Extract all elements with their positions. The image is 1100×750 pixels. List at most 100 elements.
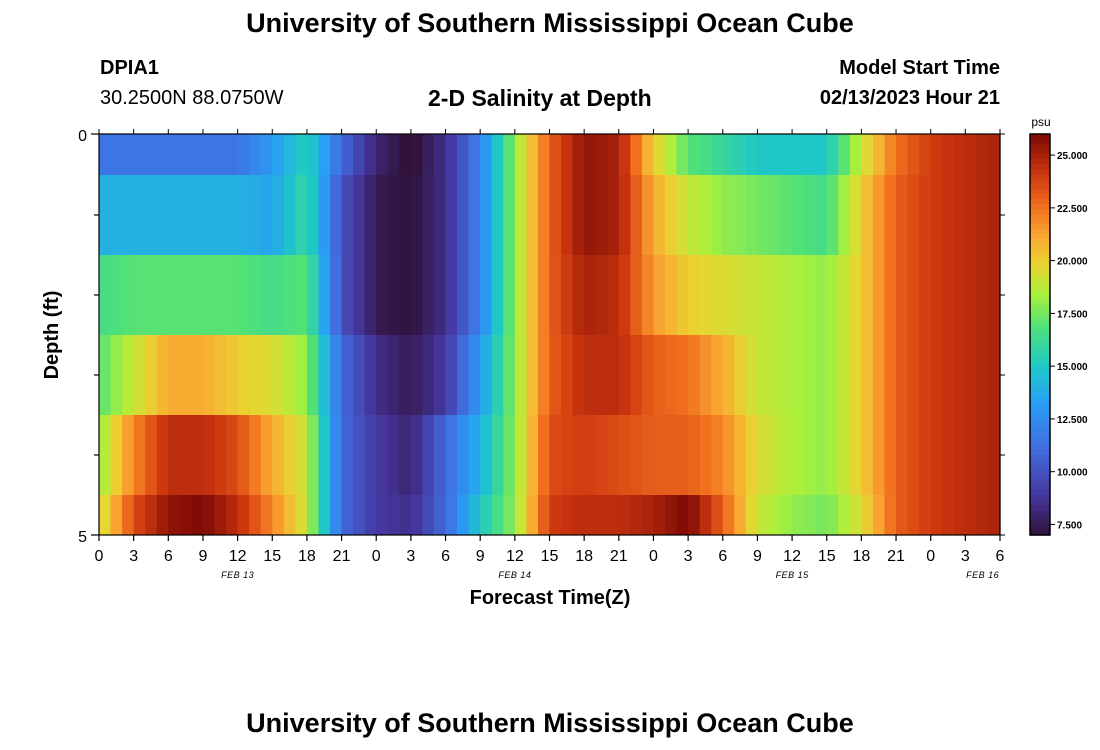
heatmap-cell [896, 415, 909, 495]
heatmap-cell [872, 255, 886, 335]
heatmap-cell [676, 415, 689, 495]
x-tick-label: 12 [506, 548, 524, 565]
heatmap-cell [757, 335, 770, 415]
x-tick-label: 12 [783, 548, 801, 565]
x-tick-label: 6 [164, 548, 173, 565]
heatmap-cell [838, 335, 851, 415]
heatmap-cell [872, 495, 886, 535]
colorbar-segment [1030, 174, 1050, 180]
heatmap-cell [387, 175, 400, 255]
heatmap-cell [226, 335, 239, 415]
heatmap-cell [942, 415, 955, 495]
colorbar-segment [1030, 154, 1050, 160]
heatmap-cell [688, 255, 701, 335]
heatmap-cell [330, 415, 343, 495]
heatmap-cell [445, 495, 458, 535]
x-tick-label: 15 [818, 548, 836, 565]
heatmap-cell [179, 175, 193, 255]
heatmap-cell [364, 415, 377, 495]
heatmap-cell [133, 134, 146, 175]
heatmap-cell [226, 255, 239, 335]
colorbar-frame [1029, 133, 1051, 536]
heatmap-cell [896, 134, 909, 175]
heatmap-cell [214, 255, 227, 335]
heatmap-cell [330, 255, 343, 335]
heatmap-cell [965, 335, 978, 415]
heatmap-cell [295, 175, 308, 255]
heatmap-cell [179, 495, 193, 535]
colorbar-segment [1030, 324, 1050, 331]
heatmap-cell [99, 495, 112, 535]
heatmap-cell [630, 415, 643, 495]
heatmap-cell [618, 335, 631, 415]
heatmap-cell [306, 335, 320, 415]
x-tick-label: 3 [129, 548, 138, 565]
heatmap-cell [930, 335, 943, 415]
heatmap-cell [630, 175, 643, 255]
heatmap-cell [641, 335, 655, 415]
heatmap-cell [757, 415, 770, 495]
heatmap-cell [722, 415, 735, 495]
colorbar-segment [1030, 374, 1050, 381]
heatmap-cell [399, 134, 412, 175]
colorbar-segment [1030, 194, 1050, 200]
colorbar-segment [1030, 489, 1050, 496]
colorbar-segment [1030, 289, 1050, 295]
heatmap-cell [110, 134, 123, 175]
heatmap-cell [399, 255, 412, 335]
heatmap-cell [260, 335, 273, 415]
colorbar-segment [1030, 369, 1050, 376]
heatmap-cell [768, 335, 782, 415]
heatmap-cell [630, 255, 643, 335]
heatmap-cell [584, 415, 597, 495]
colorbar-segment [1030, 219, 1050, 225]
heatmap-cell [306, 255, 320, 335]
heatmap-cell [561, 335, 574, 415]
heatmap-cell [896, 255, 909, 335]
heatmap-cell [745, 175, 759, 255]
heatmap-cell [110, 175, 123, 255]
heatmap-cell [526, 495, 539, 535]
heatmap-cell [318, 415, 331, 495]
y-axis: 05 [78, 128, 1005, 546]
heatmap-cell [156, 495, 169, 535]
heatmap-cell [283, 335, 296, 415]
heatmap-cell [595, 495, 608, 535]
heatmap-cell [133, 175, 146, 255]
heatmap-cell [295, 495, 308, 535]
heatmap-cell [422, 335, 435, 415]
heatmap-cell [572, 495, 585, 535]
heatmap-cell [699, 134, 712, 175]
heatmap-cell [410, 134, 424, 175]
heatmap-cell [249, 175, 262, 255]
salinity-heatmap-chart: 05 0 3 6 9 12 15 18 21 0 3 6 9 12 15 18 21 0 3 6 9 12 15 18 21 0… [41, 115, 1088, 609]
heatmap-cell [445, 255, 458, 335]
heatmap-cell [202, 255, 216, 335]
heatmap-cell [364, 335, 377, 415]
heatmap-cell [849, 335, 862, 415]
heatmap-cell [988, 415, 1001, 495]
heatmap-cell [237, 134, 250, 175]
heatmap-cell [919, 255, 932, 335]
heatmap-cell [930, 495, 943, 535]
heatmap-cell [422, 175, 435, 255]
heatmap-cell [792, 175, 805, 255]
heatmap-cell [722, 175, 735, 255]
heatmap-cell [988, 495, 1001, 535]
heatmap-cell [896, 335, 909, 415]
heatmap-cell [191, 415, 204, 495]
heatmap-cell [272, 495, 285, 535]
colorbar-segment [1030, 294, 1050, 301]
heatmap-cell [630, 134, 643, 175]
colorbar-segment [1030, 214, 1050, 220]
heatmap-cell [537, 255, 551, 335]
heatmap-cell [491, 134, 504, 175]
heatmap-cell [468, 134, 481, 175]
heatmap-cell [387, 255, 400, 335]
heatmap-cell [953, 134, 966, 175]
heatmap-cell [422, 495, 435, 535]
heatmap-cell [330, 495, 343, 535]
heatmap-cell [988, 255, 1001, 335]
x-tick-label: 6 [441, 548, 450, 565]
heatmap-cell [907, 495, 920, 535]
